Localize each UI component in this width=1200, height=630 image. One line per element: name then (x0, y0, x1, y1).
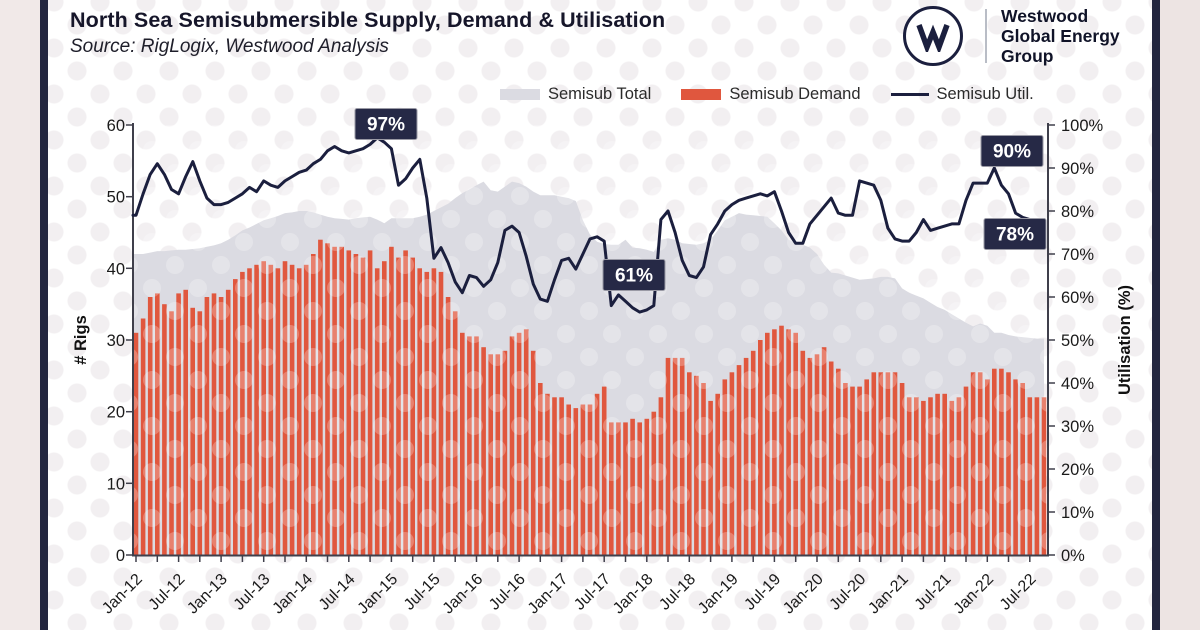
legend-label: Semisub Total (548, 85, 652, 103)
svg-text:0: 0 (116, 547, 125, 565)
legend-item-semisub-demand: Semisub Demand (681, 85, 861, 104)
svg-text:Jul-21: Jul-21 (912, 571, 955, 614)
svg-text:Jul-18: Jul-18 (656, 571, 699, 614)
westwood-logo-icon (903, 6, 963, 66)
svg-text:80%: 80% (1061, 203, 1094, 221)
svg-text:61%: 61% (615, 266, 653, 287)
svg-text:0%: 0% (1061, 547, 1085, 565)
svg-text:Jan-12: Jan-12 (99, 571, 146, 618)
svg-text:Jul-19: Jul-19 (741, 571, 784, 614)
svg-text:100%: 100% (1061, 117, 1104, 135)
left-axis-labels: 0 10 20 30 40 50 60 (107, 117, 125, 565)
logo-line-1: Westwood (1001, 6, 1089, 26)
svg-text:20: 20 (107, 404, 125, 422)
svg-text:70%: 70% (1061, 246, 1094, 264)
svg-text:10: 10 (107, 475, 125, 493)
legend: Semisub Total Semisub Demand Semisub Uti… (500, 85, 1034, 104)
svg-text:40%: 40% (1061, 375, 1094, 393)
area-swatch-icon (500, 89, 540, 100)
svg-text:Jul-15: Jul-15 (401, 571, 444, 614)
svg-text:50%: 50% (1061, 332, 1094, 350)
legend-label: Semisub Util. (936, 85, 1034, 103)
chart: 0 10 20 30 40 50 60 0% 10% 20% 30% 40% 50% 60% 70% 80% 9… (72, 108, 1134, 618)
semisub-util-line (131, 136, 1046, 314)
logo-line-3: Group (1001, 46, 1054, 66)
svg-text:Jan-15: Jan-15 (355, 571, 402, 618)
svg-text:Jan-16: Jan-16 (440, 571, 487, 618)
svg-text:Jan-21: Jan-21 (865, 571, 912, 618)
svg-text:60: 60 (107, 117, 125, 135)
logo-line-2: Global Energy (1001, 26, 1120, 46)
logo-text: Westwood Global Energy Group (1001, 6, 1120, 66)
page-gutter-left (0, 0, 40, 630)
svg-text:Jul-22: Jul-22 (997, 571, 1040, 614)
svg-text:Jan-13: Jan-13 (184, 571, 231, 618)
svg-text:Jan-17: Jan-17 (525, 571, 572, 618)
svg-text:Jan-18: Jan-18 (610, 571, 657, 618)
frame-bar-left (40, 0, 48, 630)
svg-text:Jan-19: Jan-19 (695, 571, 742, 618)
w-monogram-icon (916, 24, 950, 52)
svg-text:Jan-20: Jan-20 (780, 571, 827, 618)
svg-text:Jul-17: Jul-17 (571, 571, 614, 614)
svg-text:97%: 97% (367, 115, 405, 136)
svg-text:60%: 60% (1061, 289, 1094, 307)
infographic-card: 0 10 20 30 40 50 60 0% 10% 20% 30% 40% 50% 60% 70% 80% 9… (48, 0, 1152, 630)
chart-title: North Sea Semisubmersible Supply, Demand… (70, 8, 666, 32)
right-axis-title: Utilisation (%) (1116, 285, 1134, 395)
svg-text:50: 50 (107, 189, 125, 207)
svg-text:Jul-14: Jul-14 (316, 571, 359, 614)
svg-text:90%: 90% (993, 142, 1031, 163)
svg-text:90%: 90% (1061, 160, 1094, 178)
svg-text:Jul-12: Jul-12 (146, 571, 189, 614)
logo-divider (985, 9, 987, 63)
svg-text:40: 40 (107, 260, 125, 278)
svg-text:Jul-20: Jul-20 (827, 571, 870, 614)
legend-item-semisub-util: Semisub Util. (890, 85, 1034, 104)
tick-marks (126, 124, 1055, 562)
svg-text:Jan-22: Jan-22 (951, 571, 998, 618)
westwood-logo: Westwood Global Energy Group (903, 6, 1120, 66)
svg-text:Jul-16: Jul-16 (486, 571, 529, 614)
frame-bar-right (1152, 0, 1160, 630)
dot-pattern-overlay (133, 125, 1048, 555)
line-swatch-icon (890, 92, 929, 97)
svg-text:Jul-13: Jul-13 (231, 571, 274, 614)
svg-text:Jan-14: Jan-14 (270, 571, 317, 618)
left-axis-title: # Rigs (72, 315, 90, 365)
page-gutter-right (1160, 0, 1200, 630)
legend-item-semisub-total: Semisub Total (500, 85, 651, 104)
svg-text:30: 30 (107, 332, 125, 350)
right-axis-labels: 0% 10% 20% 30% 40% 50% 60% 70% 80% 90% 100% (1061, 117, 1104, 565)
value-annotations: 97% 61% 90% 78% (354, 108, 1047, 291)
svg-text:10%: 10% (1061, 504, 1094, 522)
svg-text:30%: 30% (1061, 418, 1094, 436)
svg-text:78%: 78% (996, 225, 1034, 246)
svg-text:20%: 20% (1061, 461, 1094, 479)
bar-swatch-icon (681, 89, 722, 100)
chart-source: Source: RigLogix, Westwood Analysis (70, 36, 389, 57)
legend-label: Semisub Demand (729, 85, 861, 103)
